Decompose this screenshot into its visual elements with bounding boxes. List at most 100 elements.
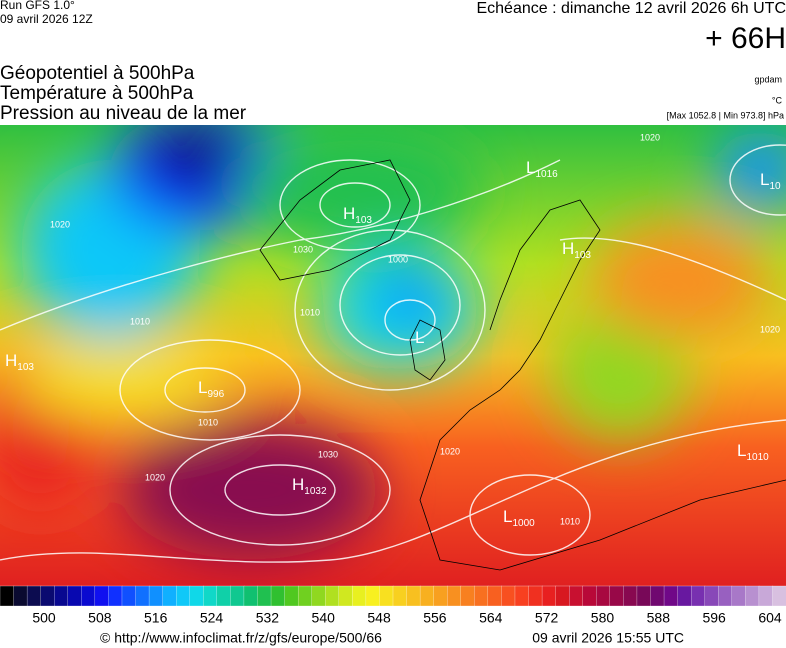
- colorbar-swatch: [501, 585, 516, 607]
- colorbar-tick-label: 564: [479, 610, 503, 626]
- colorbar-swatch: [13, 585, 28, 607]
- source-url: © http://www.infoclimat.fr/z/gfs/europe/…: [100, 630, 382, 646]
- pressure-center: L1016: [526, 158, 558, 179]
- colorbar-swatch: [609, 585, 625, 607]
- colorbar-swatch: [203, 585, 218, 607]
- colorbar-swatch: [54, 585, 69, 607]
- colorbar-swatch: [26, 585, 42, 607]
- pressure-center: L996: [198, 378, 225, 399]
- center-value: 103: [574, 250, 591, 261]
- colorbar-swatch: [379, 585, 394, 607]
- colorbar-swatch: [663, 585, 679, 607]
- colorbar-swatch: [135, 585, 150, 607]
- colorbar-tick-label: 580: [591, 610, 615, 626]
- colorbar-swatch: [731, 585, 746, 607]
- colorbar-swatch: [582, 585, 597, 607]
- colorbar-swatch: [67, 585, 82, 607]
- colorbar-swatch: [460, 585, 475, 607]
- colorbar-tick-label: 604: [758, 610, 782, 626]
- colorbar-swatch: [94, 585, 110, 607]
- colorbar-swatch: [108, 585, 123, 607]
- colorbar-tick-label: 556: [423, 610, 447, 626]
- title-temperature: Température à 500hPa: [0, 83, 194, 104]
- pressure-center: H103: [5, 351, 34, 372]
- lead-time: + 66H: [705, 22, 786, 55]
- colorbar-tick-label: 532: [256, 610, 280, 626]
- colorbar-swatch: [40, 585, 55, 607]
- colorbar-swatch: [514, 585, 530, 607]
- colorbar-swatch: [419, 585, 435, 607]
- center-value: 10: [769, 181, 781, 192]
- isobar-label: 1020: [145, 472, 165, 482]
- colorbar-swatch: [230, 585, 245, 607]
- title-pressure: Pression au niveau de la mer: [0, 103, 247, 124]
- colorbar-swatch: [704, 585, 719, 607]
- center-value: 1000: [512, 518, 535, 529]
- center-letter: H: [562, 239, 574, 258]
- colorbar-swatch: [690, 585, 706, 607]
- isobars: [0, 144, 786, 563]
- pressure-center: L1010: [737, 441, 769, 462]
- colorbar-swatch: [623, 585, 638, 607]
- colorbar-swatch: [270, 585, 286, 607]
- colorbar-swatch: [433, 585, 448, 607]
- pressure-center: L: [415, 328, 424, 347]
- colorbar-swatch: [596, 585, 611, 607]
- isobar-label: 1020: [640, 132, 660, 142]
- generated-time: 09 avril 2026 15:55 UTC: [532, 630, 684, 646]
- colorbar-swatch: [189, 585, 204, 607]
- colorbar-tick-label: 500: [32, 610, 56, 626]
- colorbar-swatch: [487, 585, 503, 607]
- colorbar-tick-label: 540: [312, 610, 336, 626]
- colorbar-swatch: [758, 585, 774, 607]
- isobar-label: 1010: [130, 316, 150, 326]
- isobar-label: 1020: [760, 324, 780, 334]
- title-geopotential: Géopotentiel à 500hPa: [0, 63, 195, 84]
- pressure-range: [Max 1052.8 | Min 973.8] hPa: [667, 110, 784, 120]
- isobar-label: 1010: [300, 307, 320, 317]
- colorbar-swatch: [718, 585, 733, 607]
- center-value: 1016: [535, 169, 558, 180]
- colorbar-swatch: [677, 585, 692, 607]
- colorbar-swatch: [528, 585, 543, 607]
- isobar-label: 1030: [293, 244, 313, 254]
- pressure-center: H103: [562, 239, 591, 260]
- center-letter: L: [198, 378, 207, 397]
- isobar-label: 1030: [318, 449, 338, 459]
- center-value: 1010: [746, 452, 769, 463]
- isobar-label: 1010: [560, 516, 580, 526]
- center-letter: H: [343, 204, 355, 223]
- forecast-time: Echéance : dimanche 12 avril 2026 6h UTC: [476, 0, 786, 17]
- colorbar-swatch: [352, 585, 367, 607]
- colorbar-swatch: [569, 585, 584, 607]
- coastlines: [259, 159, 786, 571]
- run-label: Run GFS 1.0°: [0, 0, 75, 12]
- colorbar-swatch: [447, 585, 462, 607]
- colorbar-swatch: [365, 585, 381, 607]
- isobar-label: 1000: [388, 254, 408, 264]
- center-letter: L: [760, 170, 769, 189]
- run-date: 09 avril 2026 12Z: [0, 12, 93, 26]
- colorbar-swatch: [176, 585, 191, 607]
- colorbar-swatch: [406, 585, 421, 607]
- colorbar-swatch: [772, 585, 786, 607]
- center-letter: L: [415, 328, 424, 347]
- colorbar-swatch: [121, 585, 137, 607]
- colorbar-swatch: [162, 585, 177, 607]
- colorbar-swatch: [555, 585, 570, 607]
- colorbar-tick-label: 596: [702, 610, 726, 626]
- colorbar-tick-label: 524: [200, 610, 224, 626]
- colorbar-swatch: [216, 585, 232, 607]
- pressure-center: H103: [343, 204, 372, 225]
- colorbar-swatch: [338, 585, 353, 607]
- center-value: 103: [17, 362, 34, 373]
- colorbar-swatch: [636, 585, 652, 607]
- colorbar-swatch: [81, 585, 96, 607]
- colorbar-swatch: [745, 585, 760, 607]
- map: [0, 125, 786, 586]
- colorbar-swatch: [243, 585, 259, 607]
- colorbar-swatch: [325, 585, 340, 607]
- colorbar-swatch: [650, 585, 665, 607]
- colorbar-swatch: [474, 585, 489, 607]
